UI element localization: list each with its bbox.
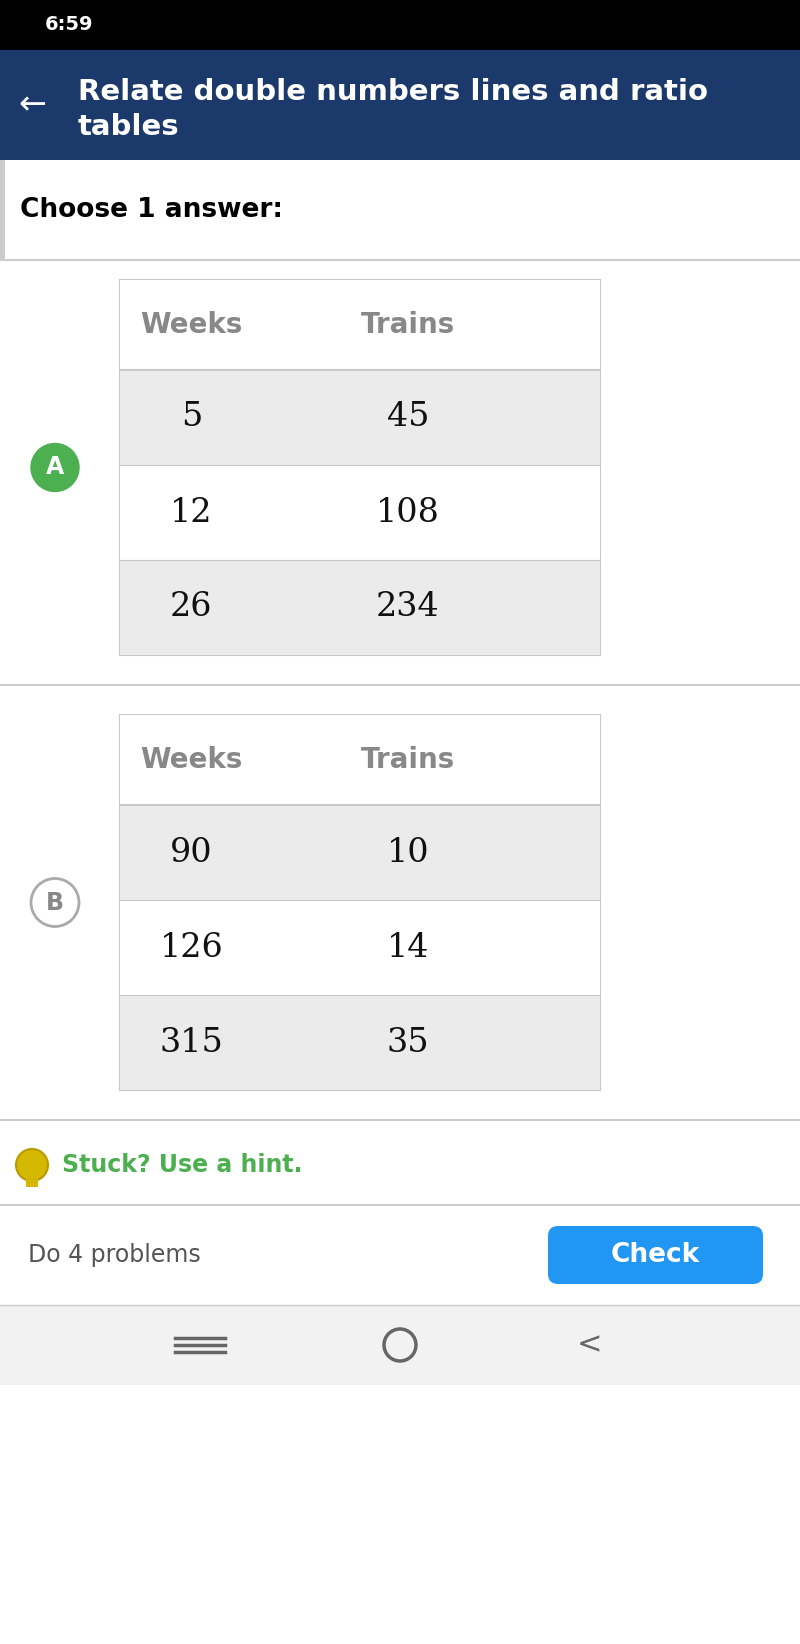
FancyBboxPatch shape	[120, 715, 600, 1090]
Text: 5: 5	[181, 401, 202, 434]
Text: Check: Check	[611, 1241, 700, 1268]
FancyBboxPatch shape	[0, 1305, 800, 1384]
Text: Weeks: Weeks	[140, 311, 242, 339]
Circle shape	[31, 878, 79, 927]
Text: 315: 315	[159, 1026, 223, 1059]
FancyBboxPatch shape	[120, 715, 600, 806]
Text: 26: 26	[170, 592, 213, 623]
Text: Trains: Trains	[361, 311, 455, 339]
FancyBboxPatch shape	[120, 279, 600, 654]
Text: 14: 14	[386, 932, 429, 963]
Text: Choose 1 answer:: Choose 1 answer:	[20, 197, 283, 224]
Text: Stuck? Use a hint.: Stuck? Use a hint.	[62, 1152, 302, 1177]
FancyBboxPatch shape	[120, 370, 600, 465]
Text: 126: 126	[159, 932, 223, 963]
FancyBboxPatch shape	[0, 49, 800, 159]
FancyBboxPatch shape	[120, 465, 600, 561]
Text: B: B	[46, 891, 64, 914]
FancyBboxPatch shape	[0, 159, 5, 260]
Text: Trains: Trains	[361, 746, 455, 774]
Text: 6:59: 6:59	[45, 15, 94, 35]
Text: 234: 234	[376, 592, 440, 623]
FancyBboxPatch shape	[26, 1179, 38, 1187]
FancyBboxPatch shape	[120, 995, 600, 1090]
Text: 10: 10	[386, 837, 429, 868]
FancyBboxPatch shape	[120, 279, 600, 370]
FancyBboxPatch shape	[120, 561, 600, 654]
Text: 35: 35	[386, 1026, 429, 1059]
FancyBboxPatch shape	[0, 0, 800, 49]
Text: Weeks: Weeks	[140, 746, 242, 774]
Text: 90: 90	[170, 837, 213, 868]
Circle shape	[31, 444, 79, 492]
FancyBboxPatch shape	[120, 806, 600, 899]
Text: tables: tables	[78, 113, 180, 141]
Text: ←: ←	[18, 89, 46, 122]
Text: Relate double numbers lines and ratio: Relate double numbers lines and ratio	[78, 77, 708, 105]
FancyBboxPatch shape	[120, 899, 600, 995]
Text: 12: 12	[170, 496, 213, 528]
Text: Do 4 problems: Do 4 problems	[28, 1243, 201, 1268]
Text: 45: 45	[386, 401, 429, 434]
Circle shape	[16, 1149, 48, 1180]
Text: 108: 108	[376, 496, 440, 528]
Text: <: <	[578, 1330, 602, 1360]
FancyBboxPatch shape	[548, 1226, 763, 1284]
FancyBboxPatch shape	[0, 159, 800, 1644]
Text: A: A	[46, 455, 64, 480]
